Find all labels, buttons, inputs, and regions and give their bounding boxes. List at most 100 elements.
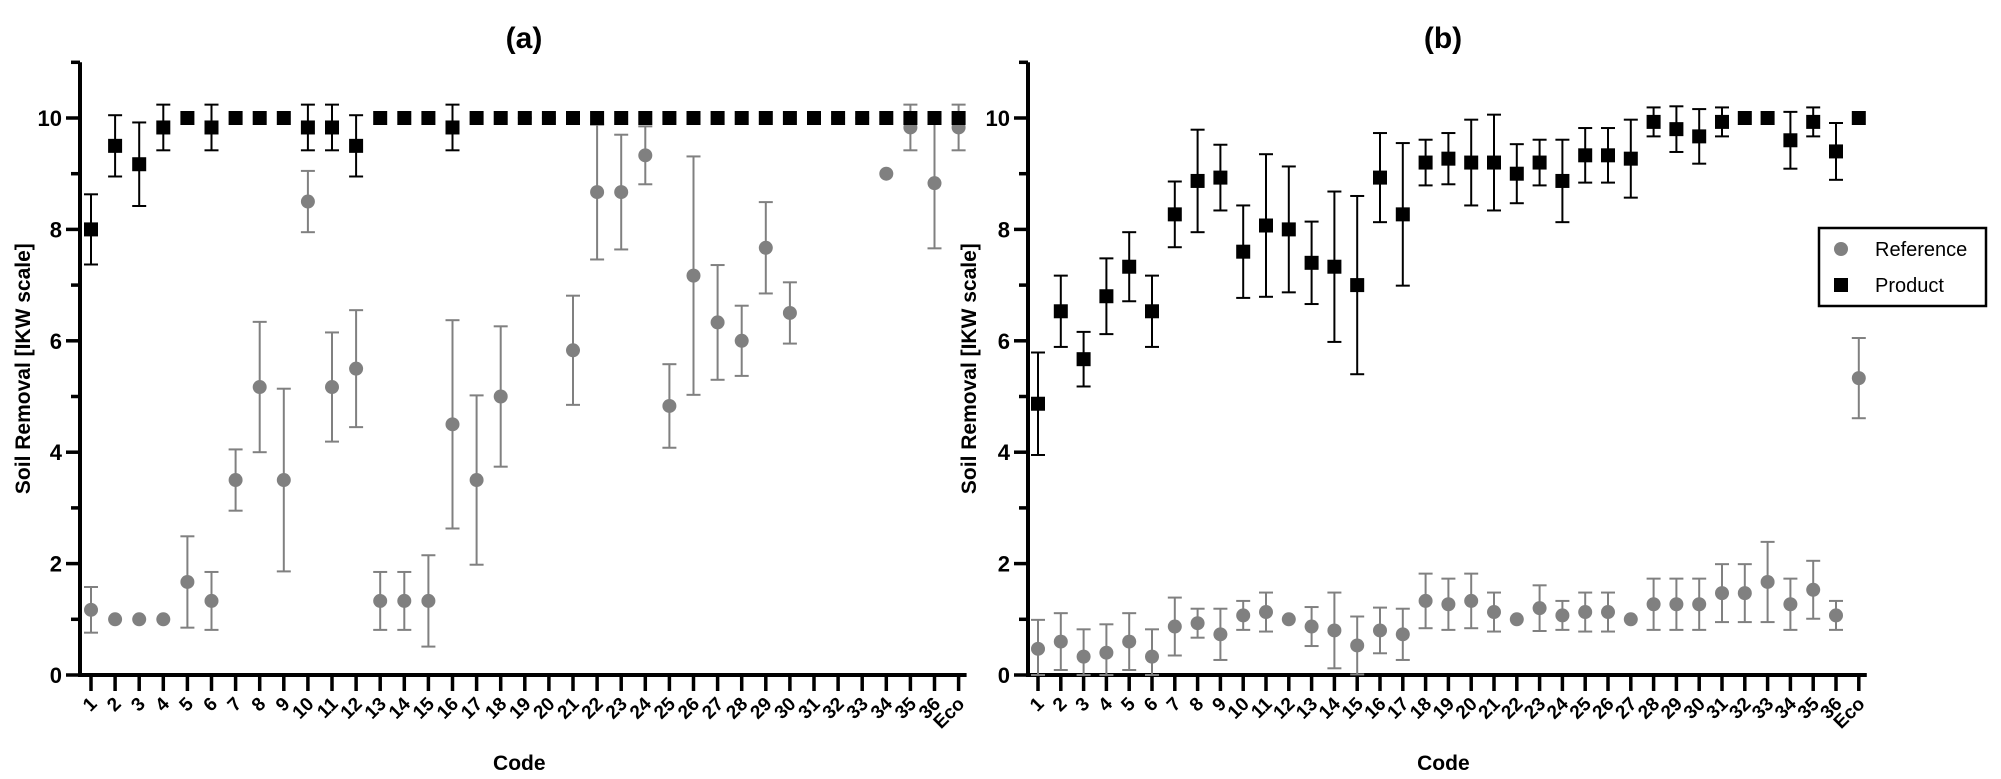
reference-point xyxy=(84,602,98,617)
product-point xyxy=(855,111,870,125)
product-point xyxy=(541,111,556,125)
reference-point xyxy=(397,593,412,608)
x-tick-label: 3 xyxy=(127,694,149,716)
reference-point xyxy=(1760,574,1775,589)
product-point xyxy=(252,111,267,125)
product-point xyxy=(1806,114,1821,129)
x-tick-label: 8 xyxy=(248,694,270,716)
reference-point xyxy=(1737,586,1752,601)
product-point xyxy=(1646,114,1661,129)
reference-point xyxy=(373,593,388,608)
product-point xyxy=(325,120,339,135)
reference-point xyxy=(879,166,894,181)
reference-point xyxy=(1099,645,1114,660)
product-point xyxy=(445,120,460,135)
reference-point xyxy=(1213,627,1228,642)
product-point xyxy=(1418,155,1433,170)
y-tick-label: 6 xyxy=(998,329,1010,354)
product-point xyxy=(1076,352,1091,367)
product-point xyxy=(807,111,821,125)
product-point xyxy=(1851,111,1866,125)
product-point xyxy=(1304,255,1319,270)
product-point xyxy=(108,138,123,153)
reference-point xyxy=(1190,616,1205,631)
product-point xyxy=(1669,122,1684,137)
reference-point xyxy=(1053,634,1068,649)
x-tick-label: 1 xyxy=(1026,693,1049,716)
reference-point xyxy=(1259,605,1273,620)
panel-a-y-axis-title: Soil Removal [IKW scale] xyxy=(12,243,35,494)
reference-point xyxy=(228,473,243,488)
reference-point xyxy=(614,185,629,200)
product-point xyxy=(132,157,147,172)
product-point xyxy=(517,111,532,125)
reference-point xyxy=(1623,612,1638,627)
product-point xyxy=(1760,111,1775,125)
legend: Reference Product xyxy=(1817,226,1988,308)
reference-point xyxy=(445,417,460,432)
product-point xyxy=(1737,111,1752,125)
product-point xyxy=(614,111,629,125)
product-point xyxy=(1601,148,1615,163)
product-point xyxy=(1715,114,1729,129)
reference-point xyxy=(421,593,436,608)
reference-point xyxy=(493,389,508,404)
reference-point xyxy=(1304,619,1319,634)
reference-point xyxy=(566,343,580,358)
reference-point xyxy=(1578,605,1593,620)
reference-point xyxy=(325,380,339,395)
reference-point xyxy=(252,380,267,395)
product-point xyxy=(300,120,315,135)
reference-point xyxy=(204,593,219,608)
product-point xyxy=(710,111,725,125)
x-tick-label: 8 xyxy=(1186,694,1208,716)
reference-point xyxy=(734,333,749,348)
x-tick-label: 7 xyxy=(224,694,246,716)
y-tick-label: 4 xyxy=(998,440,1011,465)
panel-b: (b) Soil Removal [IKW scale] Code 024681… xyxy=(958,22,1988,775)
reference-point xyxy=(1851,371,1866,386)
reference-point xyxy=(1441,597,1456,612)
x-tick-label: 2 xyxy=(103,694,125,716)
product-point xyxy=(879,111,894,125)
product-point xyxy=(1031,396,1045,411)
reference-point xyxy=(927,176,942,191)
reference-point xyxy=(1806,582,1821,597)
product-point xyxy=(1167,207,1182,222)
product-point xyxy=(493,111,508,125)
product-point xyxy=(1464,155,1479,170)
x-tick-label: 7 xyxy=(1163,694,1185,716)
product-point xyxy=(686,111,701,125)
y-tick-label: 2 xyxy=(50,552,62,577)
reference-point xyxy=(349,361,364,376)
product-point xyxy=(734,111,749,125)
x-tick-label: 5 xyxy=(1117,693,1140,716)
product-point xyxy=(951,111,966,125)
reference-point xyxy=(1601,605,1615,620)
reference-point xyxy=(1122,634,1137,649)
legend-product-marker-icon xyxy=(1834,278,1848,292)
reference-point xyxy=(1373,623,1387,638)
y-tick-label: 8 xyxy=(50,217,62,242)
product-point xyxy=(566,111,580,125)
reference-point xyxy=(1418,593,1433,608)
reference-point xyxy=(686,268,701,283)
panel-a-data-points xyxy=(84,103,966,648)
product-point xyxy=(590,111,605,125)
product-point xyxy=(927,111,942,125)
reference-point xyxy=(1076,649,1091,664)
reference-point xyxy=(180,574,195,589)
legend-product-label: Product xyxy=(1875,275,1944,297)
reference-point xyxy=(1692,597,1707,612)
reference-point xyxy=(1236,608,1251,623)
reference-point xyxy=(590,185,605,200)
reference-point xyxy=(1031,641,1045,656)
product-point xyxy=(1395,207,1410,222)
panel-a-title: (a) xyxy=(506,22,543,55)
product-point xyxy=(1190,173,1205,188)
product-point xyxy=(1122,259,1137,274)
product-point xyxy=(1099,289,1114,304)
product-point xyxy=(1373,170,1387,185)
